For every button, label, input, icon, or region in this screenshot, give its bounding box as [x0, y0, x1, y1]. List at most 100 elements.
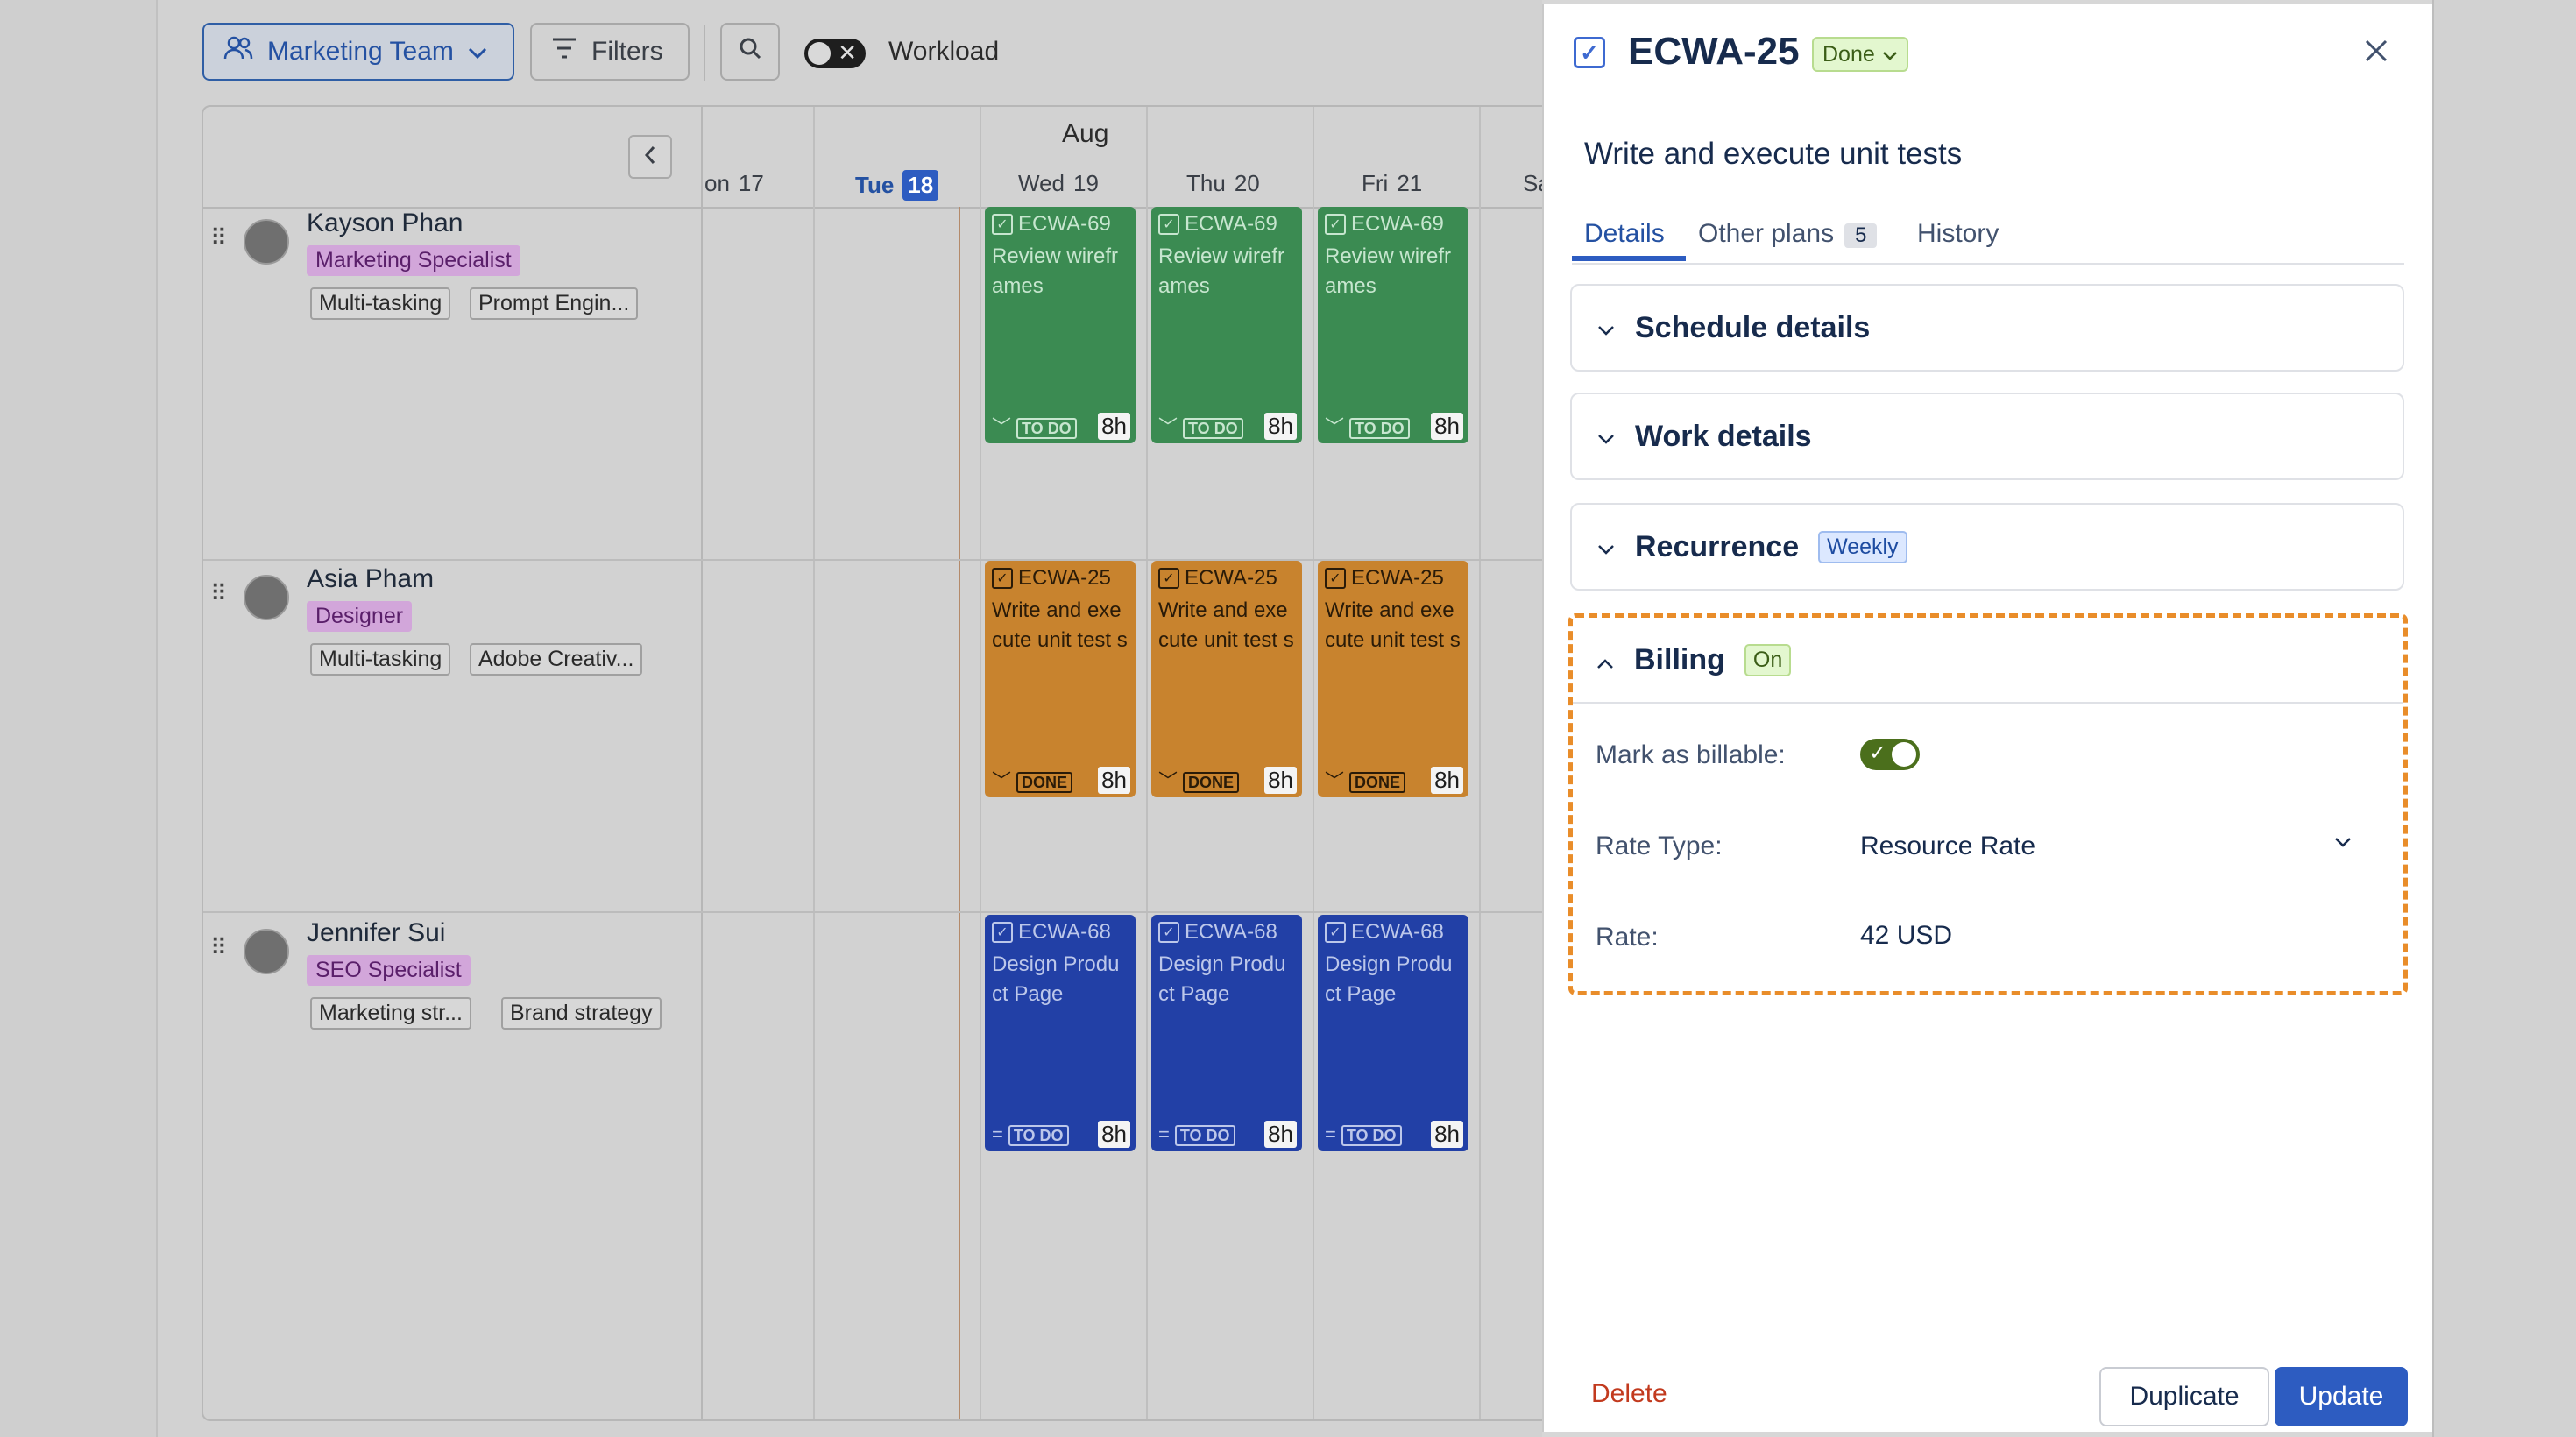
task-code: ECWA-68: [1185, 920, 1277, 944]
task-status: TO DO: [1341, 1124, 1402, 1146]
task-hours: 8h: [1431, 412, 1463, 440]
schedule-details-section[interactable]: Schedule details: [1570, 284, 2404, 372]
drag-handle-icon[interactable]: ⠿: [210, 934, 228, 960]
skill-tag: Brand strategy: [501, 997, 662, 1030]
column-divider: [1479, 107, 1481, 1419]
person-name: Asia Pham: [307, 564, 435, 593]
active-tab-indicator: [1572, 256, 1686, 261]
task-hours: 8h: [1264, 412, 1297, 440]
task-status: TO DO: [1016, 418, 1077, 439]
task-key: ECWA-25: [1628, 30, 1800, 73]
task-status: TO DO: [1174, 1124, 1235, 1146]
detail-tabs: Details Other plans 5 History: [1572, 210, 2404, 265]
task-card[interactable]: ✓ ECWA-68 Design Produ ct Page = TO DO 8h: [1151, 915, 1302, 1151]
workload-toggle[interactable]: ✕: [804, 39, 866, 68]
drag-handle-icon[interactable]: ⠿: [210, 224, 228, 251]
rate-type-select[interactable]: Resource Rate: [1860, 832, 2036, 860]
chevron-up-icon: [1596, 643, 1615, 677]
chevron-left-icon: [643, 145, 657, 170]
priority-low-icon: ﹀: [1325, 770, 1345, 792]
task-title: Review wirefr ames: [1325, 244, 1452, 298]
rate-value[interactable]: 42 USD: [1860, 921, 1953, 950]
skill-tag: Prompt Engin...: [470, 287, 639, 320]
recurrence-section[interactable]: Recurrence Weekly: [1570, 503, 2404, 591]
task-card[interactable]: ✓ ECWA-69 Review wirefr ames ﹀ TO DO 8h: [985, 207, 1136, 443]
column-divider: [813, 107, 815, 1419]
task-card[interactable]: ✓ ECWA-68 Design Produ ct Page = TO DO 8h: [985, 915, 1136, 1151]
task-code: ECWA-69: [1351, 212, 1444, 236]
task-code: ECWA-25: [1185, 566, 1277, 590]
people-icon: [223, 35, 253, 68]
billing-divider: [1573, 702, 2403, 704]
checkbox-icon: ✓: [992, 568, 1013, 589]
task-card[interactable]: ✓ ECWA-25 Write and exe cute unit test s …: [1151, 561, 1302, 797]
section-title: Recurrence: [1635, 529, 1800, 563]
month-label: Aug: [1062, 119, 1109, 148]
tab-details[interactable]: Details: [1584, 219, 1665, 248]
toolbar-divider: [704, 25, 705, 81]
billing-section: Billing On Mark as billable: ✓ Rate Type…: [1568, 613, 2408, 995]
column-divider: [980, 107, 981, 1419]
task-card[interactable]: ✓ ECWA-69 Review wirefr ames ﹀ TO DO 8h: [1318, 207, 1468, 443]
day-header: on 17: [704, 170, 764, 196]
tab-history[interactable]: History: [1917, 219, 1999, 248]
task-card[interactable]: ✓ ECWA-69 Review wirefr ames ﹀ TO DO 8h: [1151, 207, 1302, 443]
close-button[interactable]: [2359, 35, 2394, 70]
avatar: [244, 575, 289, 620]
billable-label: Mark as billable:: [1596, 740, 1786, 769]
priority-low-icon: ﹀: [992, 416, 1012, 438]
tab-other-plans[interactable]: Other plans 5: [1698, 219, 1878, 249]
task-card[interactable]: ✓ ECWA-68 Design Produ ct Page = TO DO 8h: [1318, 915, 1468, 1151]
drag-handle-icon[interactable]: ⠿: [210, 580, 228, 606]
task-hours: 8h: [1264, 1121, 1297, 1148]
right-margin: [2432, 0, 2576, 1437]
billing-header[interactable]: Billing On: [1596, 618, 1792, 702]
task-status: TO DO: [1183, 418, 1243, 439]
column-divider: [1313, 107, 1314, 1419]
task-hours: 8h: [1098, 766, 1130, 794]
task-title: Review wirefr ames: [1158, 244, 1285, 298]
status-dropdown[interactable]: Done: [1812, 37, 1908, 72]
checkbox-icon: ✓: [1325, 214, 1346, 235]
person-name: Jennifer Sui: [307, 918, 446, 947]
close-icon: [2363, 38, 2389, 68]
update-button[interactable]: Update: [2275, 1367, 2408, 1426]
avatar: [244, 219, 289, 265]
billing-status-badge: On: [1744, 643, 1792, 676]
task-card[interactable]: ✓ ECWA-25 Write and exe cute unit test s …: [1318, 561, 1468, 797]
left-margin: [0, 0, 158, 1437]
calendar-header: Aug on 17 Tue 18 Wed 19 Thu 20 Fri 21 Sa: [203, 107, 1570, 209]
checkbox-icon: ✓: [992, 214, 1013, 235]
delete-button[interactable]: Delete: [1591, 1379, 1667, 1408]
work-details-section[interactable]: Work details: [1570, 393, 2404, 480]
task-code: ECWA-25: [1351, 566, 1444, 590]
toggle-knob: [808, 42, 831, 65]
skill-tag: Adobe Creativ...: [470, 643, 643, 676]
day-header-today: Tue 18: [855, 170, 939, 201]
task-code: ECWA-68: [1351, 920, 1444, 944]
checkbox-icon: ✓: [1158, 922, 1179, 943]
chevron-down-icon: [1596, 420, 1616, 454]
filters-button[interactable]: Filters: [530, 23, 690, 81]
other-plans-count: 5: [1844, 223, 1878, 248]
team-selector-button[interactable]: Marketing Team: [202, 23, 514, 81]
chevron-down-icon: [1596, 311, 1616, 345]
priority-medium-icon: =: [992, 1122, 1003, 1145]
task-title: Design Produ ct Page: [1158, 952, 1286, 1006]
column-divider: [701, 107, 703, 1419]
task-code: ECWA-68: [1018, 920, 1111, 944]
priority-low-icon: ﹀: [1325, 416, 1345, 438]
priority-low-icon: ﹀: [1158, 416, 1178, 438]
task-hours: 8h: [1431, 1121, 1463, 1148]
duplicate-button[interactable]: Duplicate: [2099, 1367, 2269, 1426]
task-status: TO DO: [1008, 1124, 1069, 1146]
priority-low-icon: ﹀: [1158, 770, 1178, 792]
skill-tag: Multi-tasking: [310, 643, 451, 676]
chevron-down-icon[interactable]: [2333, 837, 2353, 853]
billable-toggle[interactable]: ✓: [1860, 739, 1920, 770]
collapse-button[interactable]: [628, 135, 672, 179]
day-header: Fri 21: [1362, 170, 1423, 196]
search-button[interactable]: [720, 23, 780, 81]
column-divider: [1146, 107, 1148, 1419]
task-card[interactable]: ✓ ECWA-25 Write and exe cute unit test s …: [985, 561, 1136, 797]
